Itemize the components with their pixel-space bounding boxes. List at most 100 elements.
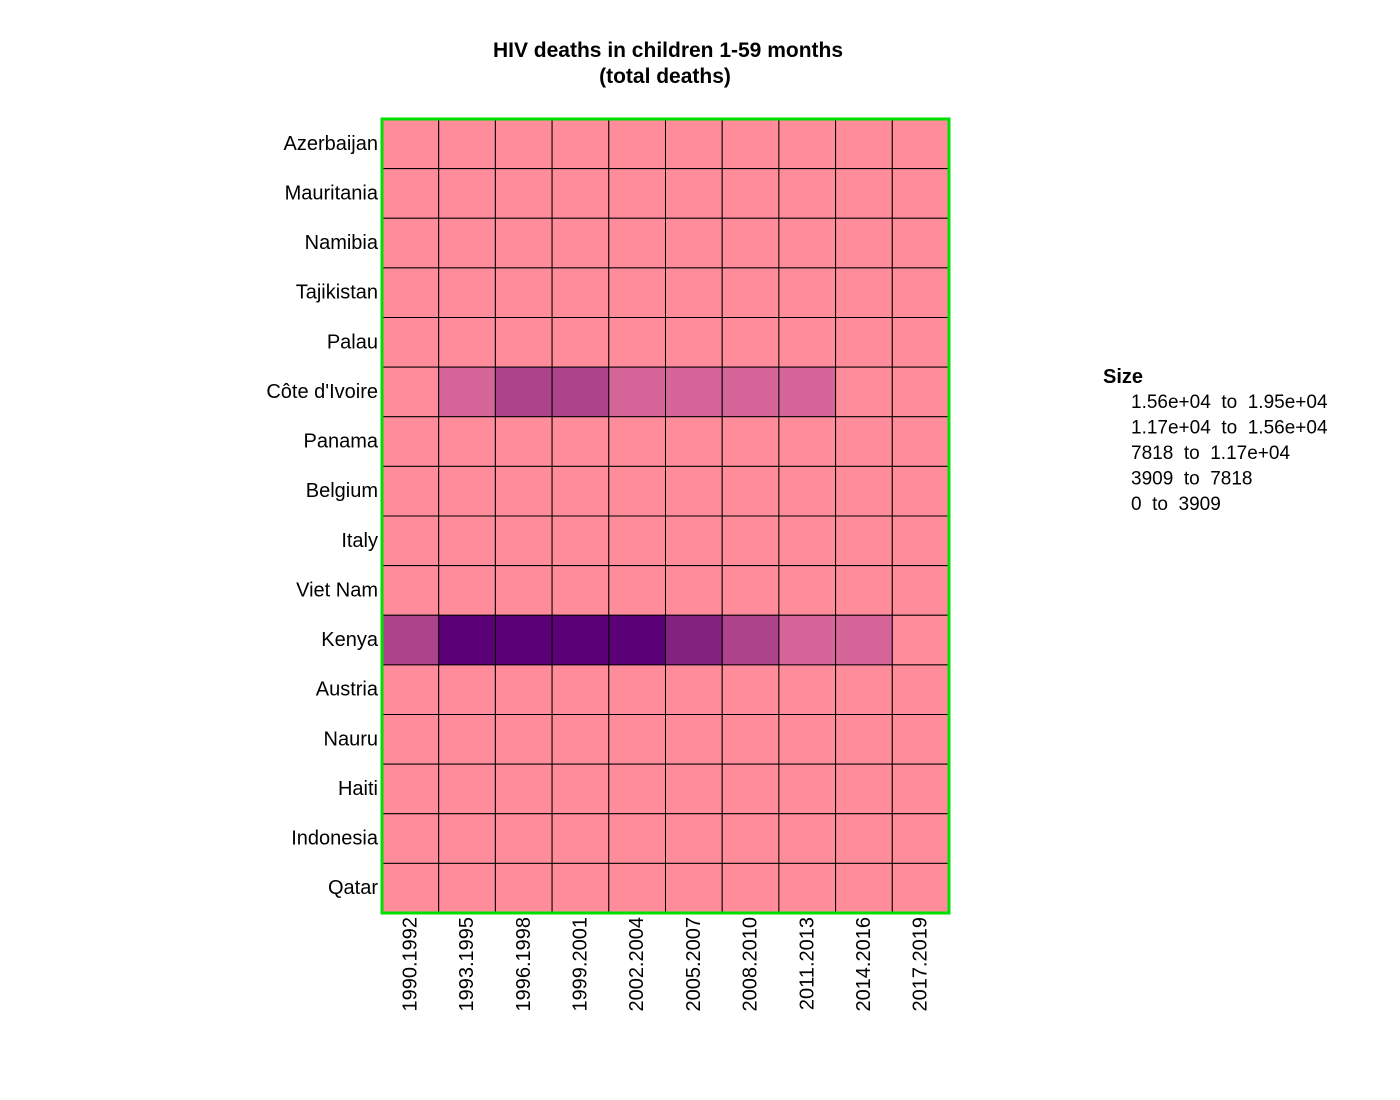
heatmap-cell (835, 366, 893, 418)
heatmap-cell (551, 862, 610, 914)
heatmap-cell (381, 366, 440, 418)
heatmap-cell (438, 763, 496, 815)
heatmap-cell (381, 317, 440, 368)
column-labels: 1990.1992 1993.1995 1996.1998 1999.2001 2002… (399, 917, 931, 1012)
heatmap-cell (778, 714, 837, 765)
heatmap-cell (551, 317, 610, 368)
row-label: Austria (316, 679, 379, 701)
heatmap-cell (891, 118, 950, 170)
row-label: Indonesia (291, 828, 379, 850)
heatmap-cell (551, 366, 610, 418)
heatmap-cell (438, 317, 496, 368)
heatmap-cell (381, 267, 440, 318)
heatmap-cell (381, 118, 440, 170)
row-label: Belgium (306, 480, 378, 502)
legend: Size 1.56e+04 to 1.95e+04 1.17e+04 to 1.5… (1103, 366, 1328, 515)
heatmap-cell (891, 813, 950, 864)
legend-entry: 7818 to 1.17e+04 (1131, 443, 1290, 464)
heatmap-cell (778, 366, 837, 418)
heatmap-cell (665, 118, 723, 170)
heatmap-cell (665, 565, 723, 616)
heatmap-cell (835, 317, 893, 368)
row-label: Tajikistan (296, 282, 378, 304)
heatmap-cell (665, 465, 723, 517)
heatmap-cell (665, 217, 723, 269)
heatmap-cell (778, 813, 837, 864)
heatmap-cell (551, 763, 610, 815)
heatmap-cell (778, 465, 837, 517)
heatmap-cell (835, 664, 893, 715)
heatmap-cell (835, 465, 893, 517)
heatmap-cell (494, 763, 553, 815)
row-label: Kenya (321, 629, 379, 651)
heatmap-cell (608, 317, 666, 368)
heatmap-cell (494, 714, 553, 765)
heatmap-cell (608, 664, 666, 715)
heatmap-cell (778, 763, 837, 815)
heatmap-cell (778, 614, 837, 666)
heatmap-cell (721, 317, 780, 368)
heatmap-cell (665, 267, 723, 318)
heatmap-cell (381, 565, 440, 616)
heatmap-cell (835, 515, 893, 567)
row-label: Viet Nam (296, 579, 378, 601)
heatmap-cell (891, 317, 950, 368)
heatmap-cell (778, 565, 837, 616)
heatmap-cell (835, 813, 893, 864)
heatmap-cell (778, 416, 837, 467)
heatmap-cell (721, 118, 780, 170)
heatmap-cell (835, 217, 893, 269)
column-label: 1996.1998 (513, 917, 535, 1012)
heatmap-cell (494, 515, 553, 567)
heatmap-cell (381, 862, 440, 914)
row-label: Italy (341, 530, 378, 552)
heatmap-cell (494, 862, 553, 914)
heatmap-cell (494, 267, 553, 318)
heatmap-cell (835, 416, 893, 467)
heatmap-cell (721, 515, 780, 567)
row-label: Côte d'Ivoire (266, 381, 378, 403)
heatmap-cell (665, 317, 723, 368)
heatmap-cell (608, 267, 666, 318)
heatmap-cell (381, 763, 440, 815)
heatmap-cell (438, 813, 496, 864)
heatmap-cell (721, 813, 780, 864)
heatmap-cell (551, 217, 610, 269)
heatmap-cell (381, 168, 440, 219)
column-label: 1993.1995 (456, 917, 478, 1012)
row-label: Panama (304, 431, 379, 453)
heatmap-cell (494, 118, 553, 170)
legend-entry: 1.17e+04 to 1.56e+04 (1131, 418, 1328, 439)
heatmap-cell (608, 515, 666, 567)
heatmap-cell (721, 614, 780, 666)
heatmap-cell (381, 614, 440, 666)
heatmap-cell (551, 465, 610, 517)
heatmap-cell (721, 763, 780, 815)
legend-title: Size (1103, 366, 1143, 388)
row-label: Azerbaijan (283, 133, 378, 155)
legend-entry: 0 to 3909 (1131, 494, 1221, 515)
heatmap-cell (835, 614, 893, 666)
heatmap-cell (778, 168, 837, 219)
heatmap-cell (721, 267, 780, 318)
chart-title: HIV deaths in children 1-59 months (tota… (493, 39, 843, 88)
heatmap-cell (438, 416, 496, 467)
plot-border (380, 117, 951, 915)
heatmap-cell (381, 813, 440, 864)
heatmap-cell (608, 565, 666, 616)
heatmap-cell (381, 465, 440, 517)
heatmap-cell (608, 714, 666, 765)
heatmap-cell (778, 515, 837, 567)
heatmap-cell (665, 515, 723, 567)
heatmap-cell (551, 565, 610, 616)
heatmap-cell (891, 515, 950, 567)
heatmap-cell (721, 366, 780, 418)
heatmap-cell (551, 267, 610, 318)
column-label: 1990.1992 (399, 917, 421, 1012)
heatmap-cell (494, 465, 553, 517)
heatmap-cell (665, 168, 723, 219)
heatmap-cell (381, 515, 440, 567)
heatmap-cell (551, 664, 610, 715)
heatmap-cell (665, 714, 723, 765)
